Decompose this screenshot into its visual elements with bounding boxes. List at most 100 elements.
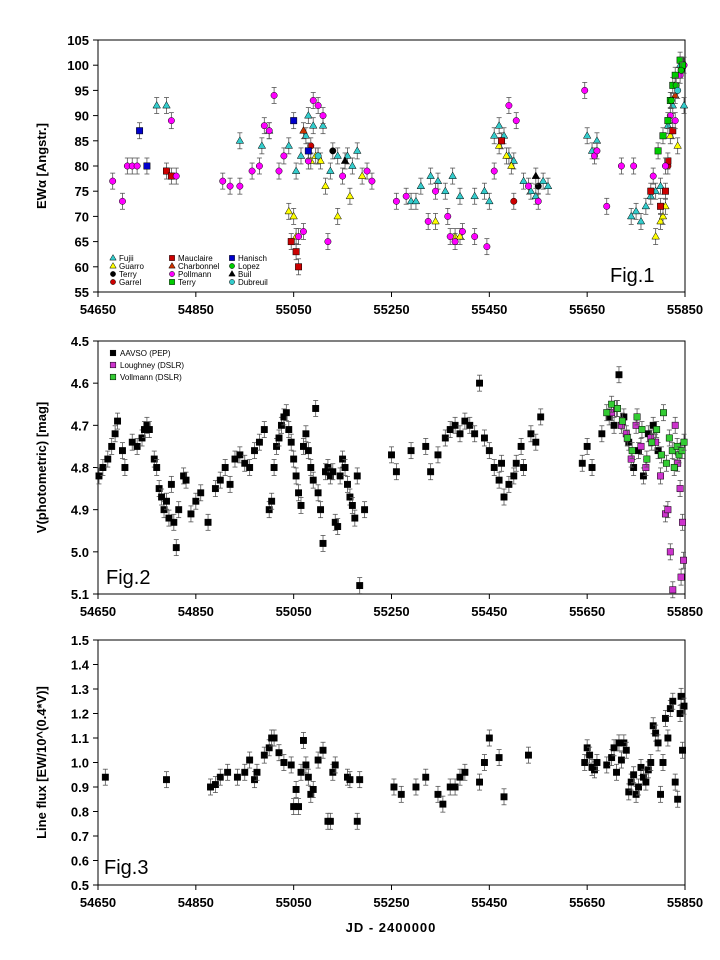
data-point [642, 773, 650, 791]
data-point [439, 795, 447, 813]
point-marker [659, 132, 667, 140]
data-point [295, 798, 303, 815]
point-marker [669, 697, 677, 705]
point-marker [318, 121, 328, 129]
data-point [236, 177, 244, 195]
data-point [485, 192, 494, 210]
data-point [253, 763, 261, 781]
point-marker [268, 497, 276, 505]
point-marker [615, 371, 623, 379]
point-marker [461, 768, 469, 776]
fig3-y-tick-label: 1.2 [71, 707, 89, 722]
point-marker [633, 413, 641, 421]
point-marker [265, 506, 273, 514]
point-marker [626, 211, 636, 220]
data-point [635, 778, 642, 796]
data-point [101, 768, 109, 786]
data-point [363, 162, 371, 180]
point-marker [661, 187, 669, 195]
point-marker [588, 464, 596, 471]
point-marker [167, 117, 175, 125]
data-point [265, 122, 273, 140]
point-marker [162, 101, 171, 109]
point-marker [260, 426, 268, 434]
data-point [593, 754, 601, 771]
fig2-series-1 [608, 400, 687, 599]
data-point [292, 781, 300, 798]
data-point [527, 425, 535, 443]
point-marker [345, 191, 355, 200]
point-marker [285, 426, 293, 434]
point-marker [666, 705, 674, 713]
fig2-y-tick-label: 5.1 [71, 587, 89, 602]
fig2-y-tick-label: 4.6 [71, 376, 89, 391]
point-marker [649, 172, 657, 180]
data-point [226, 177, 234, 195]
point-marker [505, 102, 513, 109]
point-marker [543, 181, 553, 189]
data-point [297, 497, 305, 514]
point-marker [603, 409, 611, 417]
point-marker [172, 544, 180, 552]
data-point [309, 92, 317, 109]
point-marker [583, 442, 591, 450]
point-marker [456, 773, 464, 781]
point-marker [324, 238, 332, 246]
point-marker [664, 734, 672, 742]
point-marker [677, 692, 685, 700]
data-point [617, 157, 625, 175]
point-marker [532, 438, 540, 446]
data-point [662, 454, 670, 472]
point-marker [153, 464, 161, 471]
data-point [538, 172, 548, 190]
data-point [224, 763, 232, 781]
point-marker [136, 127, 144, 135]
point-marker [339, 455, 347, 463]
legend-label: Charbonnel [178, 262, 220, 271]
data-point [532, 433, 540, 451]
data-point [525, 746, 532, 764]
fig2-plot-frame [97, 340, 686, 595]
point-marker [653, 426, 661, 434]
data-point [613, 763, 620, 781]
data-point [664, 112, 672, 130]
data-point [495, 471, 503, 489]
data-point [165, 509, 173, 527]
data-point [659, 127, 667, 145]
point-marker [679, 101, 689, 109]
point-marker [483, 243, 491, 251]
point-marker [255, 438, 263, 446]
point-marker [636, 216, 646, 225]
data-point [290, 112, 298, 130]
data-point [412, 778, 420, 796]
data-point [652, 433, 660, 451]
point-marker [326, 817, 334, 825]
data-point [608, 395, 616, 413]
data-point [275, 162, 283, 180]
data-point [679, 741, 687, 759]
data-point [615, 734, 623, 752]
data-point [593, 142, 601, 160]
legend-marker [169, 279, 175, 285]
data-point [510, 192, 518, 210]
point-marker [143, 162, 151, 170]
point-marker [630, 464, 638, 471]
fig2-y-axis-title: V(photometric) [mag] [34, 402, 49, 533]
fig3-y-tick-label: 0.9 [71, 780, 89, 795]
data-point [175, 501, 183, 519]
point-marker [480, 434, 488, 442]
point-marker [642, 778, 650, 786]
point-marker [495, 754, 503, 762]
point-marker [531, 171, 541, 179]
data-point [665, 429, 673, 447]
point-marker [187, 510, 195, 518]
data-point [638, 421, 646, 438]
data-point [679, 97, 689, 114]
point-marker [170, 518, 178, 526]
data-point [673, 137, 682, 155]
data-point [300, 223, 307, 240]
point-marker [656, 181, 665, 189]
fig3-x-tick-label: 55050 [276, 895, 312, 910]
fig1-y-tick-label: 85 [75, 134, 89, 149]
point-marker [426, 171, 435, 179]
